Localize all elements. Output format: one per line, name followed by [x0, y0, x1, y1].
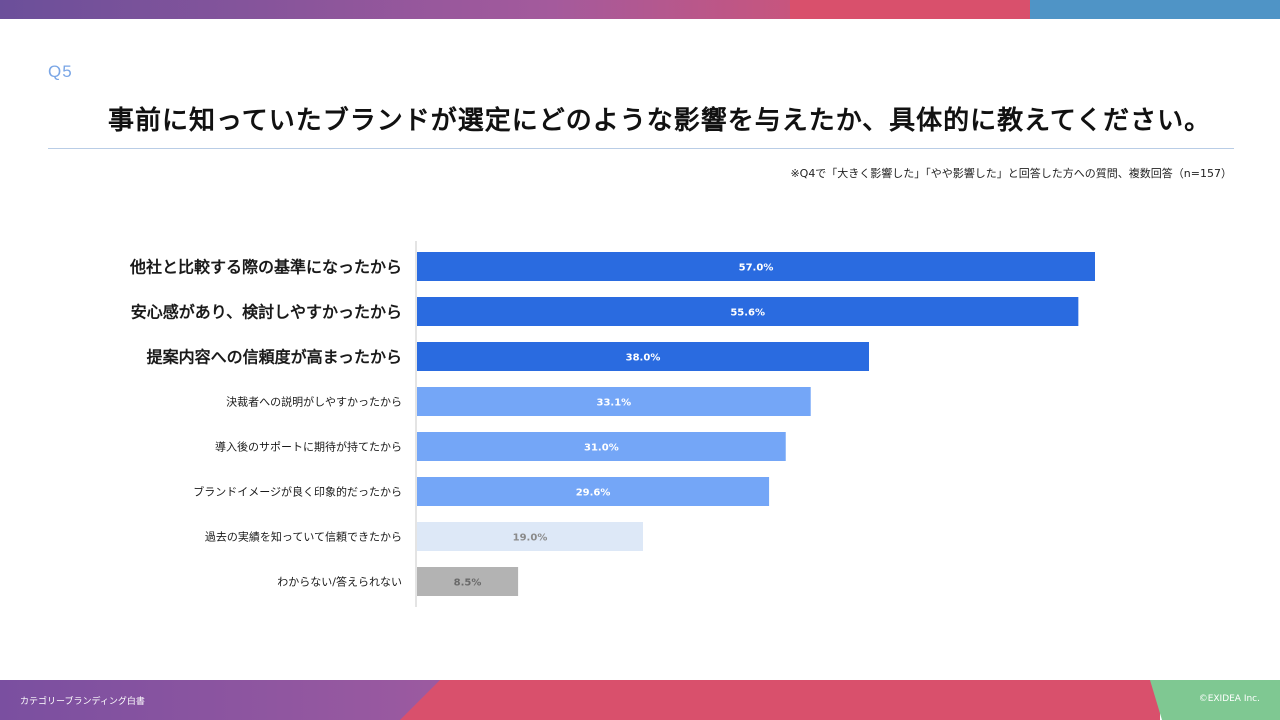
category-label: ブランドイメージが良く印象的だったから	[193, 485, 402, 499]
bar-value-label: 19.0%	[513, 533, 548, 544]
footer-title: カテゴリーブランディング白書	[20, 697, 145, 707]
bottom-band-pink	[400, 680, 1160, 720]
bar-value-label: 55.6%	[730, 308, 765, 319]
top-decor-band	[0, 0, 1280, 19]
category-label: 安心感があり、検討しやすかったから	[131, 303, 402, 322]
question-number: Q5	[48, 62, 73, 81]
survey-note: ※Q4で「大きく影響した」「やや影響した」と回答した方への質問、複数回答（n=1…	[790, 167, 1232, 180]
top-band-pink	[790, 0, 1030, 19]
bar-value-label: 29.6%	[576, 488, 611, 499]
category-label: 導入後のサポートに期待が持てたから	[215, 440, 402, 454]
category-label: 提案内容への信頼度が高まったから	[147, 348, 402, 367]
bar	[417, 342, 869, 371]
bar-value-label: 57.0%	[739, 263, 774, 274]
bar	[417, 567, 519, 596]
bottom-decor-band	[0, 680, 1280, 720]
top-band-purple	[0, 0, 790, 19]
bar	[417, 252, 1095, 281]
bar	[417, 477, 770, 506]
category-label: 決裁者への説明がしやすかったから	[226, 395, 402, 409]
bar-value-label: 8.5%	[454, 578, 482, 589]
bar	[417, 387, 811, 416]
category-label: 過去の実績を知っていて信頼できたから	[205, 530, 402, 544]
bar	[417, 522, 643, 551]
category-label: 他社と比較する際の基準になったから	[129, 258, 402, 277]
bar-value-label: 31.0%	[584, 443, 619, 454]
page-title: 事前に知っていたブランドが選定にどのような影響を与えたか、具体的に教えてください…	[108, 106, 1212, 136]
top-band-blue	[1030, 0, 1280, 19]
footer-copyright: ©EXIDEA Inc.	[1198, 694, 1260, 704]
bar-value-label: 33.1%	[597, 398, 632, 409]
bottom-band-purple	[0, 680, 440, 720]
category-label: わからない/答えられない	[277, 575, 402, 589]
bar-value-label: 38.0%	[626, 353, 661, 364]
bar	[417, 432, 786, 461]
bottom-band-green	[1150, 680, 1280, 720]
title-divider	[48, 148, 1234, 149]
bar	[417, 297, 1079, 326]
